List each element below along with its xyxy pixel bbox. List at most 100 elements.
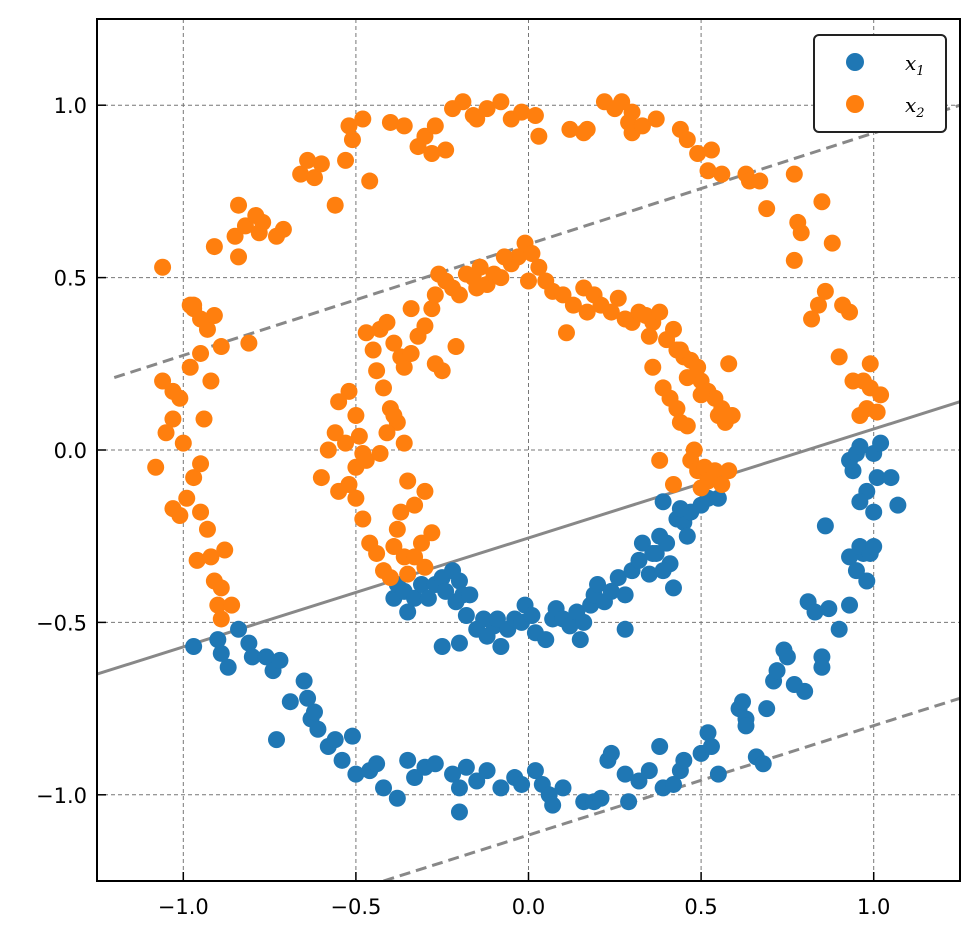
data-point-x2 bbox=[385, 538, 403, 556]
data-point-x2 bbox=[388, 520, 406, 538]
data-point-x2 bbox=[633, 117, 651, 135]
data-point-x2 bbox=[492, 93, 510, 111]
data-point-x2 bbox=[361, 172, 379, 190]
data-point-x1 bbox=[326, 731, 344, 749]
data-point-x2 bbox=[202, 548, 220, 566]
data-point-x2 bbox=[689, 144, 707, 162]
data-point-x2 bbox=[664, 320, 682, 338]
data-point-x2 bbox=[664, 475, 682, 493]
data-point-x1 bbox=[492, 779, 510, 797]
data-point-x1 bbox=[457, 758, 475, 776]
data-point-x2 bbox=[402, 300, 420, 318]
data-point-x2 bbox=[792, 224, 810, 242]
data-point-x2 bbox=[274, 220, 292, 238]
axis-ticks: −1.0 −0.5 0.0 0.5 1.0 −1.0 −0.5 0.0 0.5 1.0 bbox=[36, 94, 890, 919]
data-point-x2 bbox=[181, 296, 199, 314]
data-point-x1 bbox=[468, 772, 486, 790]
data-point-x2 bbox=[437, 141, 455, 159]
data-point-x2 bbox=[651, 451, 669, 469]
data-point-x2 bbox=[312, 469, 330, 487]
data-point-x2 bbox=[164, 410, 182, 428]
data-point-x2 bbox=[223, 596, 241, 614]
data-point-x2 bbox=[478, 100, 496, 118]
data-point-x2 bbox=[368, 544, 386, 562]
data-point-x1 bbox=[702, 738, 720, 756]
legend: x1 x2 bbox=[813, 34, 947, 133]
data-point-x2 bbox=[254, 213, 272, 231]
data-point-x2 bbox=[157, 424, 175, 442]
data-point-x2 bbox=[530, 258, 548, 276]
legend-marker-x1 bbox=[846, 53, 864, 71]
data-point-x2 bbox=[212, 610, 230, 628]
data-point-x2 bbox=[720, 462, 738, 480]
data-point-x1 bbox=[851, 438, 869, 456]
data-point-x1 bbox=[419, 589, 437, 607]
data-point-x2 bbox=[205, 238, 223, 256]
data-point-x2 bbox=[450, 286, 468, 304]
data-point-x2 bbox=[651, 303, 669, 321]
data-point-x2 bbox=[226, 227, 244, 245]
margin-line-upper bbox=[113, 103, 960, 380]
data-point-x2 bbox=[409, 138, 427, 156]
data-point-x2 bbox=[809, 296, 827, 314]
data-point-x1 bbox=[778, 648, 796, 666]
data-point-x1 bbox=[368, 755, 386, 773]
data-point-x2 bbox=[520, 272, 537, 290]
data-point-x1 bbox=[830, 620, 848, 638]
data-point-x2 bbox=[205, 307, 223, 325]
data-point-x2 bbox=[861, 355, 879, 373]
data-point-x1 bbox=[219, 658, 237, 676]
data-point-x1 bbox=[609, 569, 627, 587]
data-point-x2 bbox=[188, 551, 206, 569]
data-point-x2 bbox=[785, 251, 803, 269]
data-point-x2 bbox=[198, 520, 216, 538]
data-point-x1 bbox=[488, 610, 506, 628]
data-point-x2 bbox=[609, 289, 627, 307]
data-point-x1 bbox=[847, 562, 865, 580]
data-point-x1 bbox=[347, 765, 365, 783]
data-point-x2 bbox=[640, 327, 658, 345]
data-point-x2 bbox=[692, 479, 710, 497]
data-point-x2 bbox=[402, 344, 420, 362]
data-point-x2 bbox=[841, 303, 859, 321]
data-points bbox=[147, 93, 907, 821]
data-point-x2 bbox=[371, 444, 389, 462]
data-point-x1 bbox=[654, 562, 672, 580]
data-point-x1 bbox=[868, 469, 886, 487]
data-point-x1 bbox=[406, 769, 424, 787]
data-point-x2 bbox=[758, 200, 776, 218]
data-point-x1 bbox=[858, 572, 876, 590]
data-point-x1 bbox=[865, 503, 883, 521]
data-point-x2 bbox=[647, 110, 665, 128]
data-point-x2 bbox=[447, 338, 465, 356]
legend-label-x1: x1 bbox=[905, 51, 925, 79]
data-point-x1 bbox=[758, 700, 776, 718]
data-point-x2 bbox=[147, 458, 165, 476]
data-point-x2 bbox=[406, 548, 424, 566]
data-point-x1 bbox=[889, 496, 907, 514]
data-point-x2 bbox=[354, 110, 372, 128]
data-point-x2 bbox=[350, 427, 368, 445]
data-point-x1 bbox=[699, 724, 717, 742]
data-point-x1 bbox=[592, 789, 610, 807]
data-point-x1 bbox=[630, 551, 648, 569]
data-point-x1 bbox=[399, 751, 417, 769]
data-point-x1 bbox=[640, 565, 658, 583]
data-point-x2 bbox=[192, 344, 210, 362]
data-point-x2 bbox=[378, 424, 396, 442]
data-point-x1 bbox=[737, 717, 755, 735]
data-point-x1 bbox=[461, 586, 479, 604]
data-point-x2 bbox=[454, 93, 472, 111]
data-point-x2 bbox=[364, 341, 382, 359]
data-point-x2 bbox=[426, 355, 444, 373]
legend-label-x2: x2 bbox=[905, 93, 925, 121]
data-point-x1 bbox=[399, 603, 417, 621]
data-point-x1 bbox=[602, 744, 620, 762]
data-point-x2 bbox=[785, 165, 803, 183]
data-point-x1 bbox=[841, 548, 859, 566]
data-point-x1 bbox=[816, 517, 834, 535]
data-point-x2 bbox=[392, 503, 410, 521]
data-point-x2 bbox=[509, 248, 527, 266]
data-point-x2 bbox=[340, 117, 358, 135]
x-tick-label: −0.5 bbox=[330, 895, 381, 919]
